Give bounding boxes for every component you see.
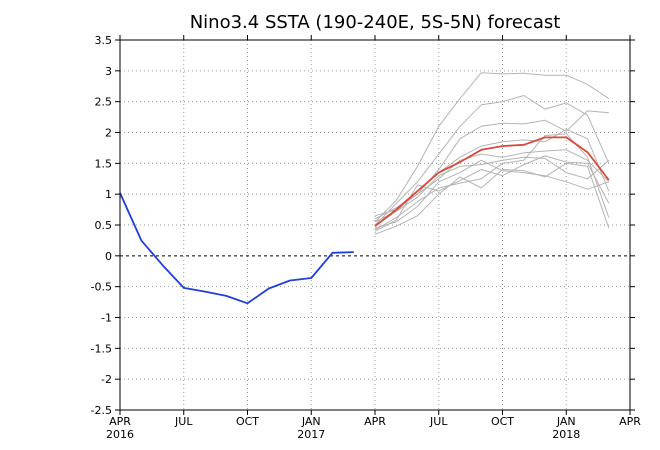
y-tick-label: 2 xyxy=(105,127,112,140)
observed-series xyxy=(119,192,354,305)
x-tick-label: JAN xyxy=(301,415,321,428)
ensemble-members xyxy=(374,72,610,235)
y-tick-label: 1.5 xyxy=(95,157,113,170)
x-tick-label: OCT xyxy=(491,415,514,428)
observed-line xyxy=(119,192,354,305)
ensemble-member-line-6 xyxy=(374,155,610,232)
x-tick-label: JAN xyxy=(556,415,576,428)
y-tick-label: -0.5 xyxy=(91,281,112,294)
ensemble-member-line-7 xyxy=(374,159,609,229)
y-tick-label: 0 xyxy=(105,250,112,263)
y-tick-label: 0.5 xyxy=(95,219,113,232)
x-tick-label: APR xyxy=(619,415,641,428)
chart-title: Nino3.4 SSTA (190-240E, 5S-5N) forecast xyxy=(190,12,561,33)
y-tick-label: -2.5 xyxy=(91,404,112,417)
ensemble-member-line-9 xyxy=(374,156,610,223)
y-tick-label: 2.5 xyxy=(95,96,113,109)
y-tick-label: 1 xyxy=(105,188,112,201)
ensemble-mean xyxy=(374,136,610,227)
x-year-label: 2017 xyxy=(297,428,325,441)
y-tick-label: -1 xyxy=(101,312,112,325)
y-tick-label: -2 xyxy=(101,373,112,386)
x-tick-label: JUL xyxy=(429,415,448,428)
ensemble-member-line-10 xyxy=(374,133,610,231)
x-year-label: 2016 xyxy=(106,428,134,441)
ensemble-member-line-5 xyxy=(374,149,610,217)
y-axis-ticks: 3.5 3 2.5 2 1.5 1 0.5 0 -0.5 -1 -1.5 -2 -2.5 xyxy=(91,34,635,417)
ensemble-member-line-8 xyxy=(374,162,610,235)
ensemble-member-line-2 xyxy=(374,95,610,226)
x-tick-label: APR xyxy=(109,415,131,428)
y-tick-label: 3 xyxy=(105,65,112,78)
x-year-label: 2018 xyxy=(552,428,580,441)
y-tick-label: 3.5 xyxy=(95,34,113,47)
x-tick-label: APR xyxy=(364,415,386,428)
ensemble-mean-line xyxy=(374,136,610,227)
x-tick-label: JUL xyxy=(174,415,193,428)
x-tick-label: OCT xyxy=(236,415,259,428)
ensemble-member-line-1 xyxy=(374,72,610,223)
grid xyxy=(120,40,630,410)
y-tick-label: -1.5 xyxy=(91,342,112,355)
